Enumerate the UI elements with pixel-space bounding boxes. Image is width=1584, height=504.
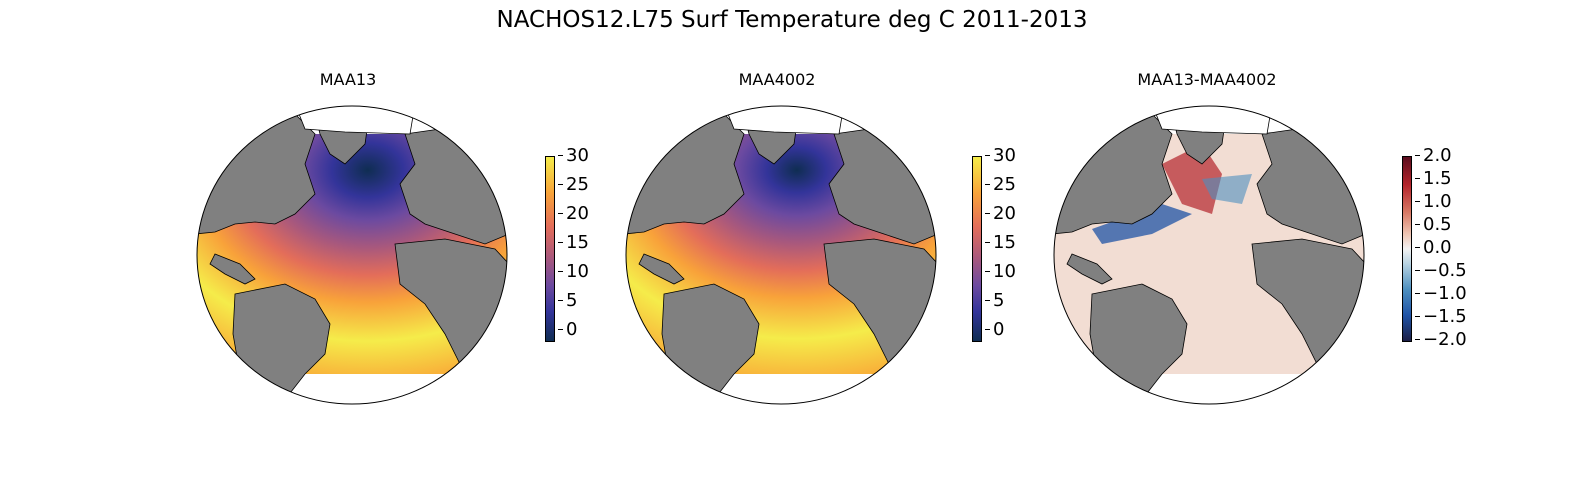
colorbar-maa4002 [972,156,982,342]
positive-anomaly [1162,144,1222,214]
colorbar-tick: 0.5 [1415,214,1452,235]
colorbar-tick: 5 [984,290,1005,311]
colorbar-tick: −0.5 [1415,260,1467,281]
colorbar-tick: 0 [557,319,578,340]
southern-blank [1054,374,1364,404]
southern-blank [626,374,936,404]
colorbar-tick: 5 [557,290,578,311]
colorbar-tick: −1.5 [1415,306,1467,327]
colorbar-tick: 0 [984,319,1005,340]
colorbar-tick: 1.0 [1415,191,1452,212]
colorbar-tick: 10 [558,261,589,282]
ice-cap [1151,106,1273,135]
central-america-land [209,253,256,285]
colorbar-tick: 15 [985,232,1016,253]
colorbar-tick: −1.0 [1415,283,1467,304]
colorbar-tick: 25 [558,174,589,195]
colorbar-tick: 25 [985,174,1016,195]
negative-anomaly [1202,174,1252,204]
colorbar-tick: 20 [985,203,1016,224]
ice-cap [294,106,416,135]
colorbar-tick: 0.0 [1415,237,1452,258]
colorbar-tick: 30 [558,145,589,166]
colorbar-tick: −2.0 [1415,329,1467,350]
colorbar-tick: 20 [558,203,589,224]
central-america-land [1066,253,1113,285]
globe-map-maa4002 [625,105,937,405]
globe-map-difference [1053,105,1365,405]
panel-title-maa13: MAA13 [319,70,377,89]
colorbar-tick: 10 [985,261,1016,282]
colorbar-difference [1402,156,1412,342]
ice-cap [723,106,845,135]
colorbar-tick: 30 [985,145,1016,166]
colorbar-tick: 15 [558,232,589,253]
colorbar-tick: 2.0 [1415,145,1452,166]
panel-title-difference: MAA13-MAA4002 [1137,70,1277,89]
colorbar-tick: 1.5 [1415,168,1452,189]
panel-title-maa4002: MAA4002 [738,70,816,89]
central-america-land [638,253,685,285]
globe-map-maa13 [196,105,508,405]
figure-title: NACHOS12.L75 Surf Temperature deg C 2011… [496,7,1088,33]
negative-anomaly [1092,204,1192,244]
colorbar-maa13 [545,156,555,342]
southern-blank [197,374,507,404]
